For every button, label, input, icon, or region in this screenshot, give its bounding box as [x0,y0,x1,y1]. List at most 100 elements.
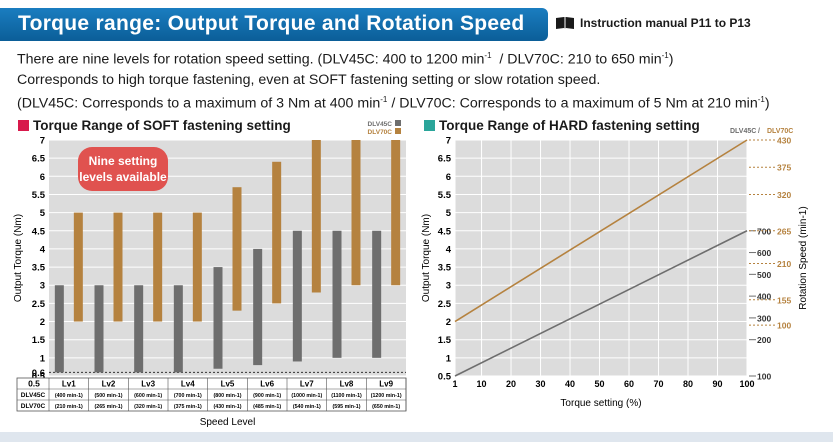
hard-xtick-label: 40 [565,379,575,389]
dlv45c-range-bar [372,230,382,358]
dlv70c-speed: (595 min-1) [333,404,361,410]
soft-ytick-label: 0.5 [32,372,46,383]
dlv45c-range-bar [173,285,183,373]
hard-xtick-label: 60 [624,379,634,389]
dlv45c-speed: (600 min-1) [134,393,162,399]
hard-xtick-label: 20 [506,379,516,389]
dlv45c-speed-label: 400 [757,292,771,302]
red-square-icon [18,120,29,131]
speed-level-label: Lv4 [181,380,195,389]
hard-xtick-label: 70 [654,379,664,389]
dlv70c-range-bar [113,212,123,322]
dlv45c-range-bar [134,285,144,373]
dlv70c-speed-label: 100 [777,321,791,331]
legend-dlv70c: DLV70C [767,128,793,135]
dlv45c-speed: (400 min-1) [55,393,83,399]
hard-ytick-label: 2.5 [438,299,452,310]
dlv45c-speed-label: 100 [757,372,771,382]
dlv45c-speed-label: 600 [757,248,771,258]
badge-text-line-2: levels available [79,170,167,184]
dlv70c-speed-label: 430 [777,136,791,146]
hard-ytick-label: 1.5 [438,335,452,346]
hard-ytick-label: 3 [446,281,451,292]
soft-ytick-label: 2 [40,317,45,328]
hard-xtick-label: 90 [712,379,722,389]
dlv70c-speed: (210 min-1) [55,404,83,410]
dlv70c-speed: (265 min-1) [95,404,123,410]
title-bar: Torque range: Output Torque and Rotation… [0,8,548,41]
manual-reference: Instruction manual P11 to P13 [555,16,751,30]
dlv45c-range-bar [94,285,104,373]
legend-dlv70c: DLV70C [368,129,393,136]
dlv45c-range-bar [332,230,342,358]
dlv70c-speed: (320 min-1) [134,404,162,410]
speed-level-label: Lv3 [141,380,155,389]
hard-ytick-label: 6.5 [438,154,452,165]
hard-y2label: Rotation Speed (min-1) [798,206,809,309]
dlv70c-speed: (540 min-1) [293,404,321,410]
legend-dlv45c-swatch [395,120,401,126]
hard-ytick-label: 7 [446,136,451,147]
dlv45c-speed: (700 min-1) [174,393,202,399]
legend-dlv70c-swatch [395,128,401,134]
dlv70c-range-bar [351,140,361,286]
page-title: Torque range: Output Torque and Rotation… [18,12,525,35]
dlv70c-range-bar [311,140,321,293]
description-line-2: Corresponds to high torque fastening, ev… [17,71,601,88]
dlv45c-speed: (1000 min-1) [291,393,322,399]
table-row-label: DLV45C [21,392,46,399]
dlv45c-range-bar [253,248,263,366]
dlv45c-speed-label: 200 [757,335,771,345]
speed-level-label: Lv5 [221,380,235,389]
hard-ytick-label: 1 [446,353,452,364]
soft-chart-title: Torque Range of SOFT fastening setting [18,118,291,133]
dlv70c-range-bar [153,212,163,322]
dlv45c-range-bar [213,267,223,369]
hard-xtick-label: 1 [452,379,457,389]
dlv70c-range-bar [272,161,282,304]
dlv70c-range-bar [232,187,242,311]
teal-square-icon [424,120,435,131]
dlv70c-speed: (430 min-1) [214,404,242,410]
hard-ytick-label: 5 [446,208,452,219]
hard-xtick-label: 80 [683,379,693,389]
speed-level-label: Lv7 [300,380,314,389]
soft-ytick-label: 2.5 [32,299,46,310]
hard-xtick-label: 10 [477,379,487,389]
dlv70c-range-bar [391,140,401,286]
hard-ytick-label: 5.5 [438,190,452,201]
description-line-1: There are nine levels for rotation speed… [17,51,674,68]
dlv70c-speed: (375 min-1) [174,404,202,410]
speed-table [16,377,407,412]
dlv45c-speed-label: 500 [757,270,771,280]
bottom-strip [0,432,833,442]
speed-level-label: Lv8 [340,380,354,389]
soft-ytick-label: 0.6 [32,368,45,379]
dlv70c-speed-label: 375 [777,163,791,173]
hard-ytick-label: 0.5 [438,372,452,383]
hard-ytick-label: 4 [446,244,452,255]
hard-chart-title: Torque Range of HARD fastening setting [424,118,700,133]
description: There are nine levels for rotation speed… [17,46,770,113]
hard-xlabel: Torque setting (%) [560,398,641,409]
soft-ytick-label: 0.5 [28,379,40,389]
soft-ytick-label: 5.5 [32,190,46,201]
hard-ytick-label: 6 [446,172,451,183]
dlv45c-speed: (500 min-1) [95,393,123,399]
soft-ytick-label: 7 [40,136,45,147]
speed-level-label: Lv2 [102,380,116,389]
description-line-3: (DLV45C: Corresponds to a maximum of 3 N… [17,94,770,112]
soft-xlabel: Speed Level [200,417,256,428]
dlv70c-speed: (650 min-1) [372,404,400,410]
dlv45c-speed-label: 700 [757,226,771,236]
speed-level-label: Lv9 [379,380,393,389]
dlv70c-range-bar [73,212,83,322]
book-icon [556,17,574,29]
speed-level-label: Lv1 [62,380,76,389]
hard-plot-area [455,140,747,376]
hard-ylabel: Output Torque (Nm) [421,214,432,302]
soft-ytick-label: 4.5 [32,226,46,237]
soft-ytick-label: 6 [40,172,45,183]
